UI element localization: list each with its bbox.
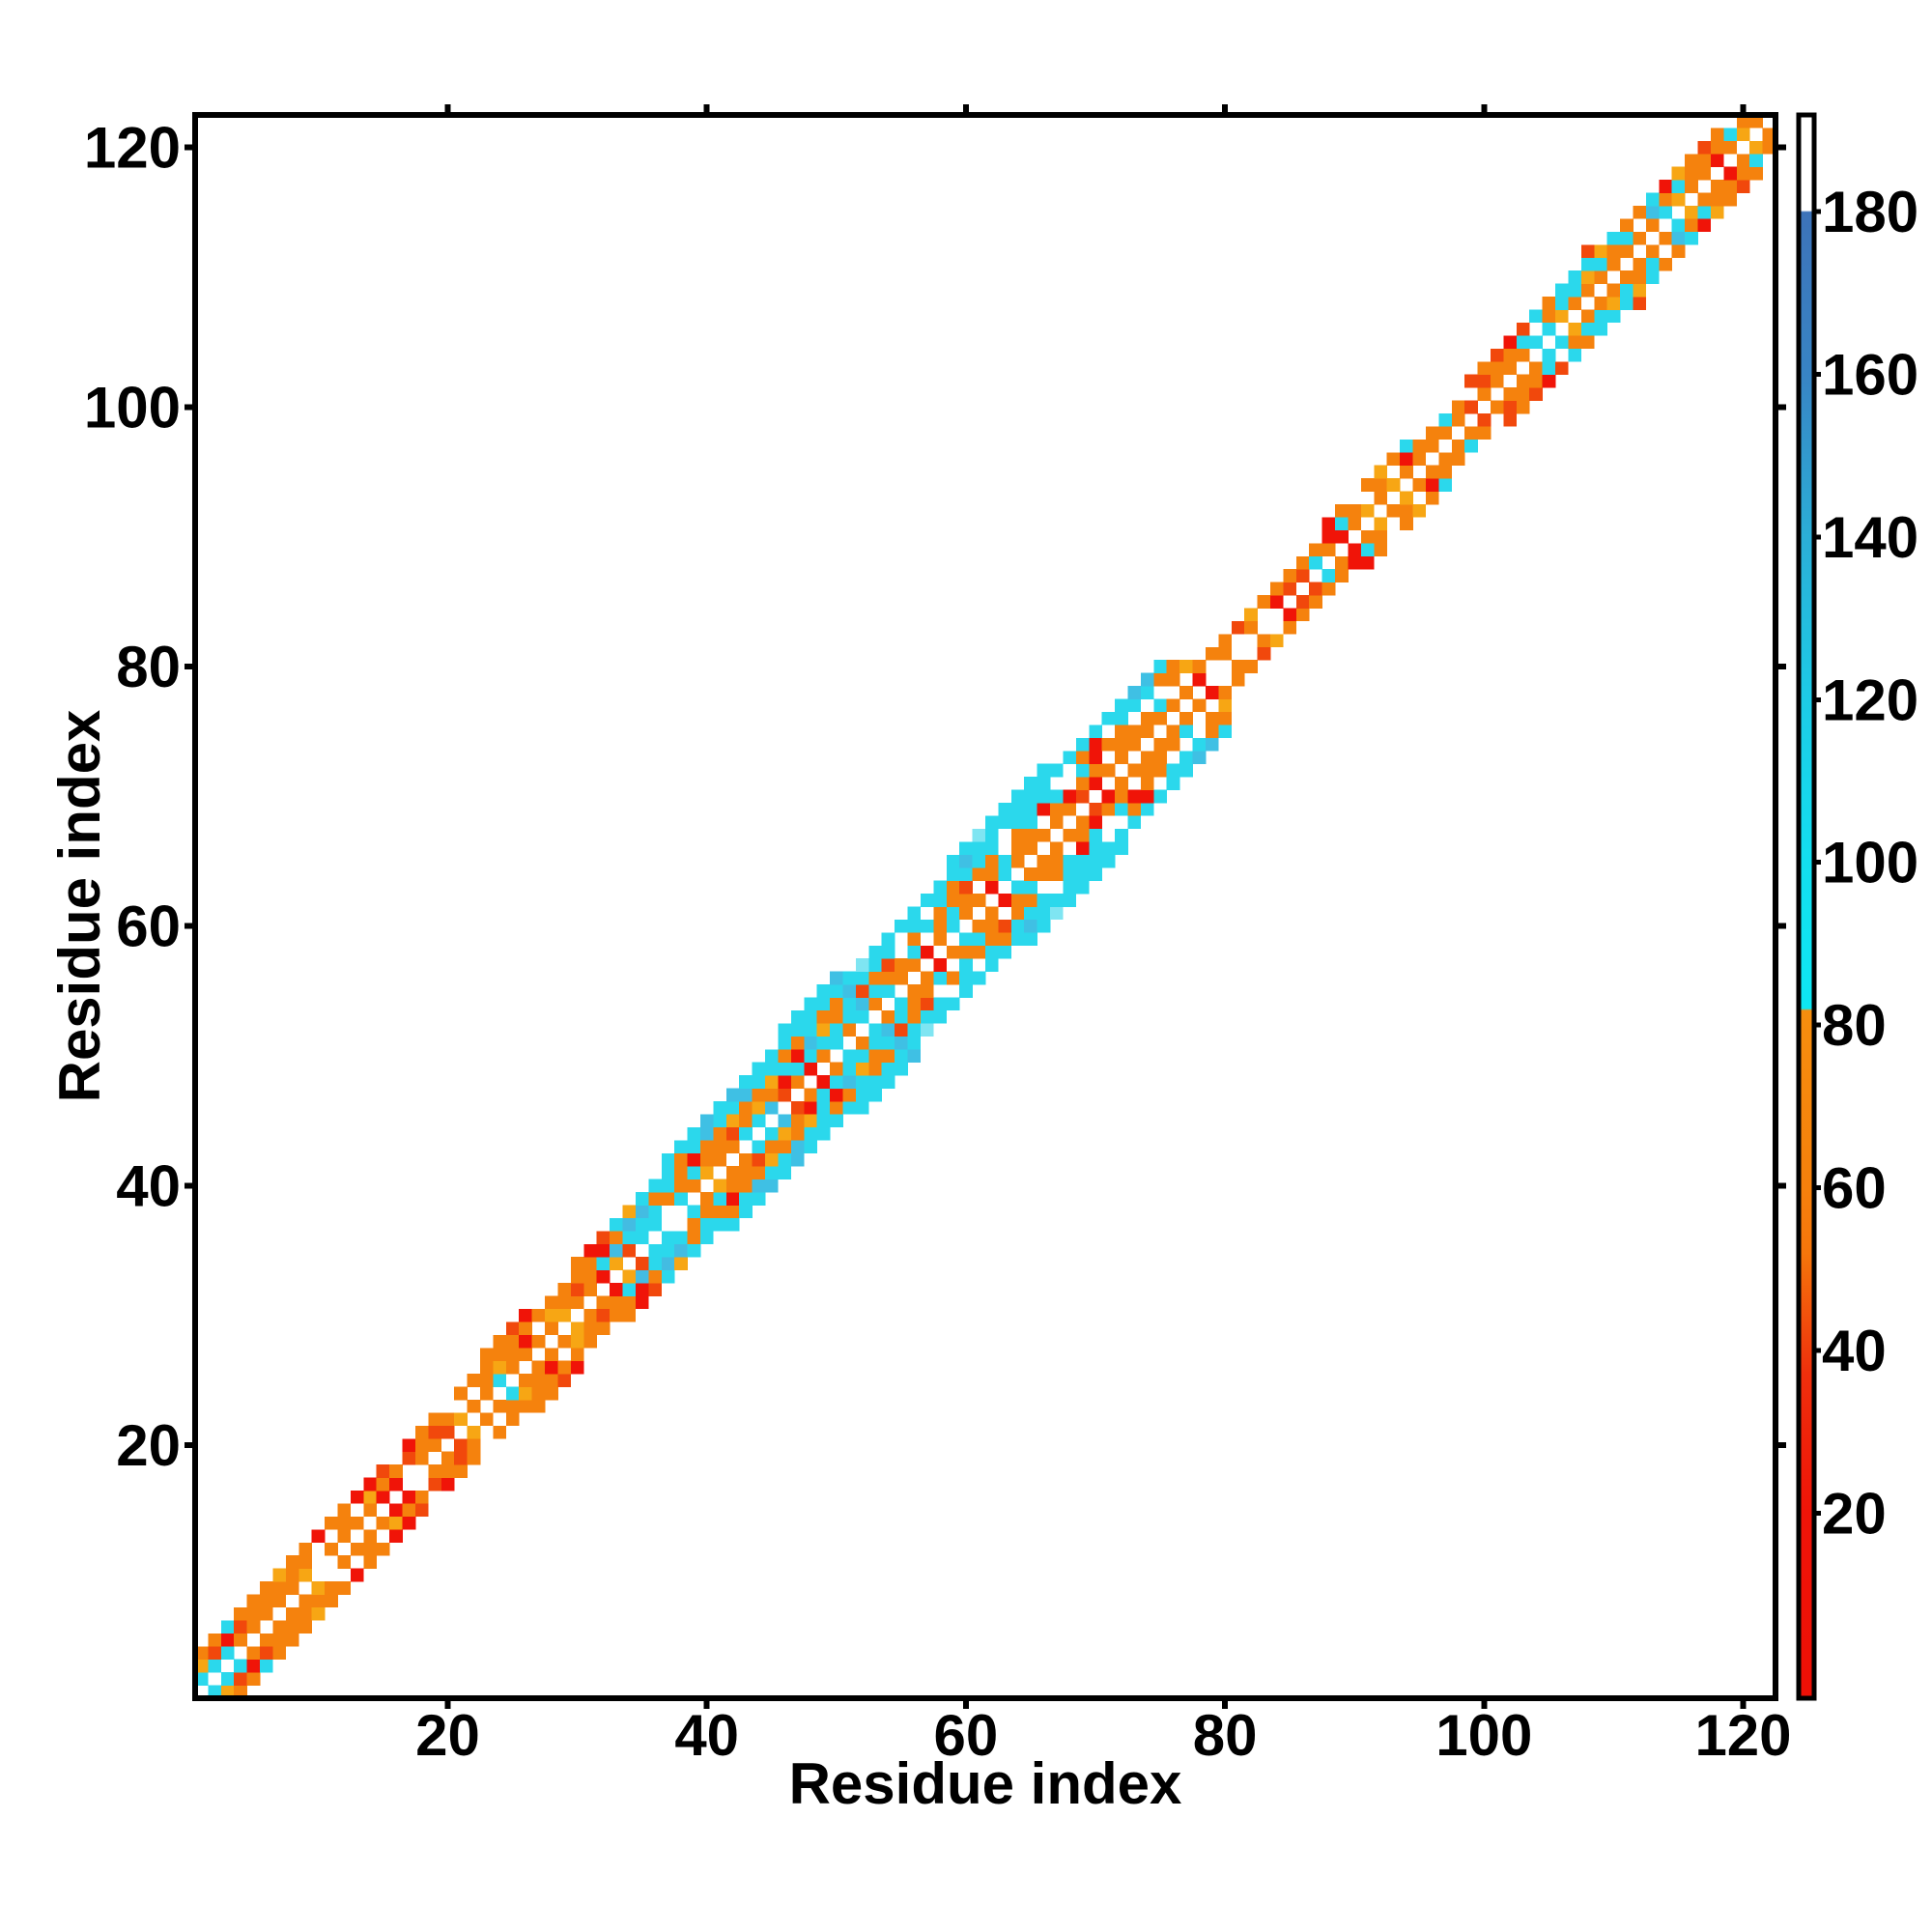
svg-text:20: 20 xyxy=(415,1703,480,1768)
svg-text:Residue index: Residue index xyxy=(47,710,112,1103)
svg-text:40: 40 xyxy=(674,1703,739,1768)
svg-text:40: 40 xyxy=(1822,1319,1887,1383)
svg-text:20: 20 xyxy=(1822,1481,1887,1546)
svg-text:20: 20 xyxy=(116,1413,181,1478)
svg-text:60: 60 xyxy=(116,895,181,959)
svg-text:140: 140 xyxy=(1822,505,1918,570)
svg-text:120: 120 xyxy=(1694,1703,1791,1768)
svg-text:40: 40 xyxy=(116,1153,181,1218)
svg-text:100: 100 xyxy=(1435,1703,1532,1768)
svg-text:180: 180 xyxy=(1822,180,1918,244)
svg-text:160: 160 xyxy=(1822,342,1918,407)
svg-text:Residue index: Residue index xyxy=(789,1751,1182,1816)
svg-text:80: 80 xyxy=(116,635,181,699)
svg-text:100: 100 xyxy=(84,375,181,440)
svg-text:80: 80 xyxy=(1193,1703,1258,1768)
svg-text:120: 120 xyxy=(84,116,181,181)
svg-text:60: 60 xyxy=(934,1703,999,1768)
svg-text:100: 100 xyxy=(1822,831,1918,895)
svg-text:120: 120 xyxy=(1822,668,1918,732)
svg-text:60: 60 xyxy=(1822,1156,1887,1221)
svg-text:80: 80 xyxy=(1822,993,1887,1058)
